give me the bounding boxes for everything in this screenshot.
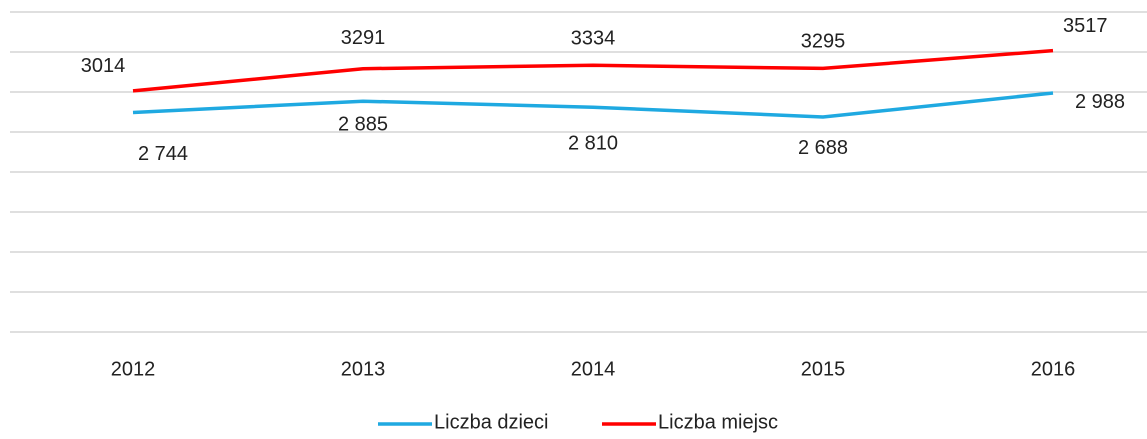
data-label: 2 885 xyxy=(338,113,388,135)
legend-label: Liczba miejsc xyxy=(658,411,778,433)
legend-label: Liczba dzieci xyxy=(434,411,549,433)
x-tick-label: 2012 xyxy=(111,358,156,380)
x-tick-label: 2014 xyxy=(571,358,616,380)
data-label: 2 810 xyxy=(568,132,618,154)
data-label: 2 988 xyxy=(1075,91,1125,113)
data-label: 3291 xyxy=(341,27,386,49)
line xyxy=(132,48,1054,93)
x-tick-label: 2013 xyxy=(341,358,386,380)
data-label: 3517 xyxy=(1063,15,1108,37)
data-label: 3334 xyxy=(571,28,616,50)
data-label: 3295 xyxy=(801,31,846,53)
data-label: 2 688 xyxy=(798,137,848,159)
x-tick-label: 2015 xyxy=(801,358,846,380)
x-tick-label: 2016 xyxy=(1031,358,1076,380)
line xyxy=(132,91,1054,119)
data-label: 2 744 xyxy=(138,143,188,165)
data-label: 3014 xyxy=(81,55,126,77)
